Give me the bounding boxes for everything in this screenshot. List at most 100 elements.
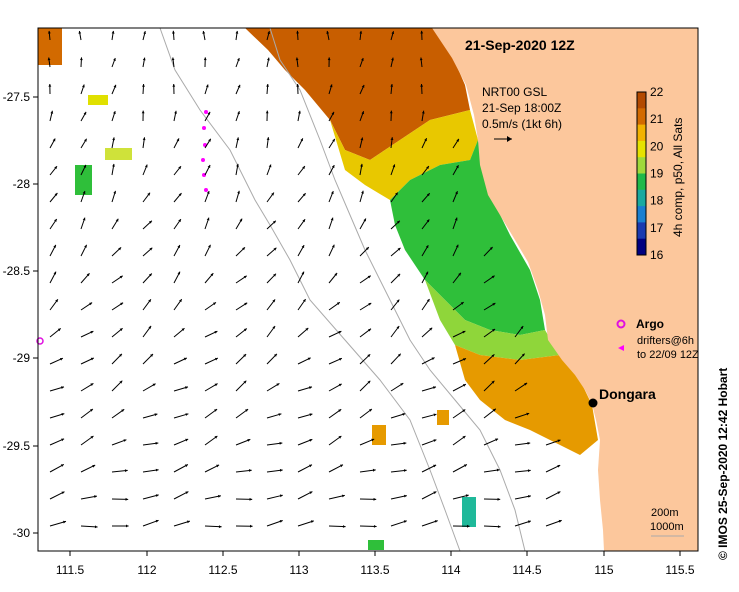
current-vector-head [236, 163, 239, 167]
current-vector-head [267, 57, 270, 61]
current-vector-head [526, 412, 530, 416]
current-vector-head [341, 494, 345, 498]
current-vector [297, 491, 313, 500]
current-vector-head [309, 386, 312, 390]
current-vector-head [84, 244, 87, 248]
current-vector-head [309, 464, 312, 468]
product-line-2: 21-Sep 18:00Z [482, 101, 561, 115]
current-vector-head [279, 494, 283, 498]
current-vector-head [361, 84, 365, 88]
current-vector-head [338, 383, 342, 387]
current-vector-head [86, 273, 90, 277]
current-vector-head [492, 329, 496, 332]
current-vector [483, 525, 501, 528]
sst-small-yellow-2 [105, 148, 132, 160]
current-vector-head [155, 441, 159, 445]
current-vector-head [455, 244, 459, 248]
colorbar-tick-label: 17 [650, 221, 664, 235]
current-vector [390, 495, 407, 500]
current-vector [483, 469, 500, 473]
current-vector-head [90, 409, 93, 412]
colorbar-segment [637, 140, 646, 158]
current-vector-head [331, 111, 334, 115]
current-vector-head [527, 520, 531, 524]
current-vector-head [177, 271, 180, 275]
current-vector-head [171, 57, 175, 61]
current-vector-head [265, 110, 269, 114]
current-vector-head [433, 386, 436, 389]
current-vector-head [119, 328, 123, 332]
current-vector-head [207, 165, 211, 168]
current-vector-head [426, 299, 430, 302]
current-vector [204, 435, 218, 446]
current-vector-head [142, 137, 146, 141]
current-vector-head [372, 468, 376, 472]
current-vector-head [242, 247, 245, 251]
current-vector-head [462, 436, 466, 439]
current-vector-head [247, 439, 251, 442]
current-vector-head [113, 111, 116, 114]
current-vector-head [54, 219, 57, 222]
x-tick-label: 111.5 [56, 563, 85, 577]
current-vector [421, 520, 438, 527]
current-vector-head [119, 380, 123, 384]
y-tick-label: -30 [13, 526, 31, 540]
current-vector-head [266, 84, 269, 87]
sst-small-green-1 [75, 165, 92, 195]
current-vector-head [112, 137, 115, 141]
current-vector-head [400, 383, 404, 386]
x-tick-label: 113.5 [360, 563, 389, 577]
current-vector-head [527, 469, 531, 473]
current-vector-head [90, 383, 94, 386]
current-vector-head [172, 84, 176, 87]
colorbar-frame [636, 91, 647, 256]
current-vector-head [368, 328, 371, 332]
current-vector-head [298, 110, 301, 114]
colorbar-segment [637, 222, 646, 240]
current-vector [142, 519, 159, 527]
current-vector [173, 520, 191, 527]
current-vector-head [528, 495, 531, 498]
colorbar-segment [637, 206, 646, 223]
current-vector-head [424, 138, 427, 142]
current-vector-head [214, 357, 218, 361]
current-vector [266, 494, 283, 500]
current-vector-head [179, 299, 182, 303]
current-vector-head [155, 468, 159, 472]
current-vector-head [176, 138, 180, 142]
current-vector-head [61, 386, 64, 389]
current-vector-head [433, 413, 437, 417]
current-vector-head [54, 193, 58, 196]
colorbar-segment [637, 92, 646, 109]
current-vector-head [367, 380, 371, 384]
credit-text: © IMOS 25-Sep-2020 12:42 Hobart [716, 368, 730, 560]
current-vector [545, 464, 561, 473]
current-vector-head [208, 244, 211, 248]
drifter-legend-icon [618, 345, 624, 351]
current-vector-head [368, 303, 372, 306]
colorbar-tick-label: 21 [650, 112, 664, 126]
current-vectors [47, 30, 562, 529]
current-vector-head [429, 327, 433, 331]
current-vector-head [236, 137, 240, 141]
current-vector-head [361, 111, 365, 115]
colorbar-segment [637, 238, 646, 256]
current-vector-head [369, 409, 372, 412]
current-vector-head [332, 138, 335, 142]
current-vector-head [78, 31, 82, 34]
current-vector-head [497, 497, 501, 501]
current-vector [49, 463, 65, 473]
current-vector-head [121, 409, 125, 412]
current-vector-head [456, 138, 459, 142]
sst-small-teal [462, 497, 476, 527]
current-vector-head [271, 192, 274, 196]
current-vector-head [495, 438, 499, 442]
current-vector-head [309, 491, 313, 495]
colorbar-label: 4h comp, p50, All Sats [671, 118, 685, 237]
current-vector-head [300, 138, 303, 142]
current-vector-head [396, 299, 400, 303]
current-vector-head [330, 217, 334, 221]
current-vector-head [373, 525, 377, 528]
current-vector-head [237, 190, 240, 194]
